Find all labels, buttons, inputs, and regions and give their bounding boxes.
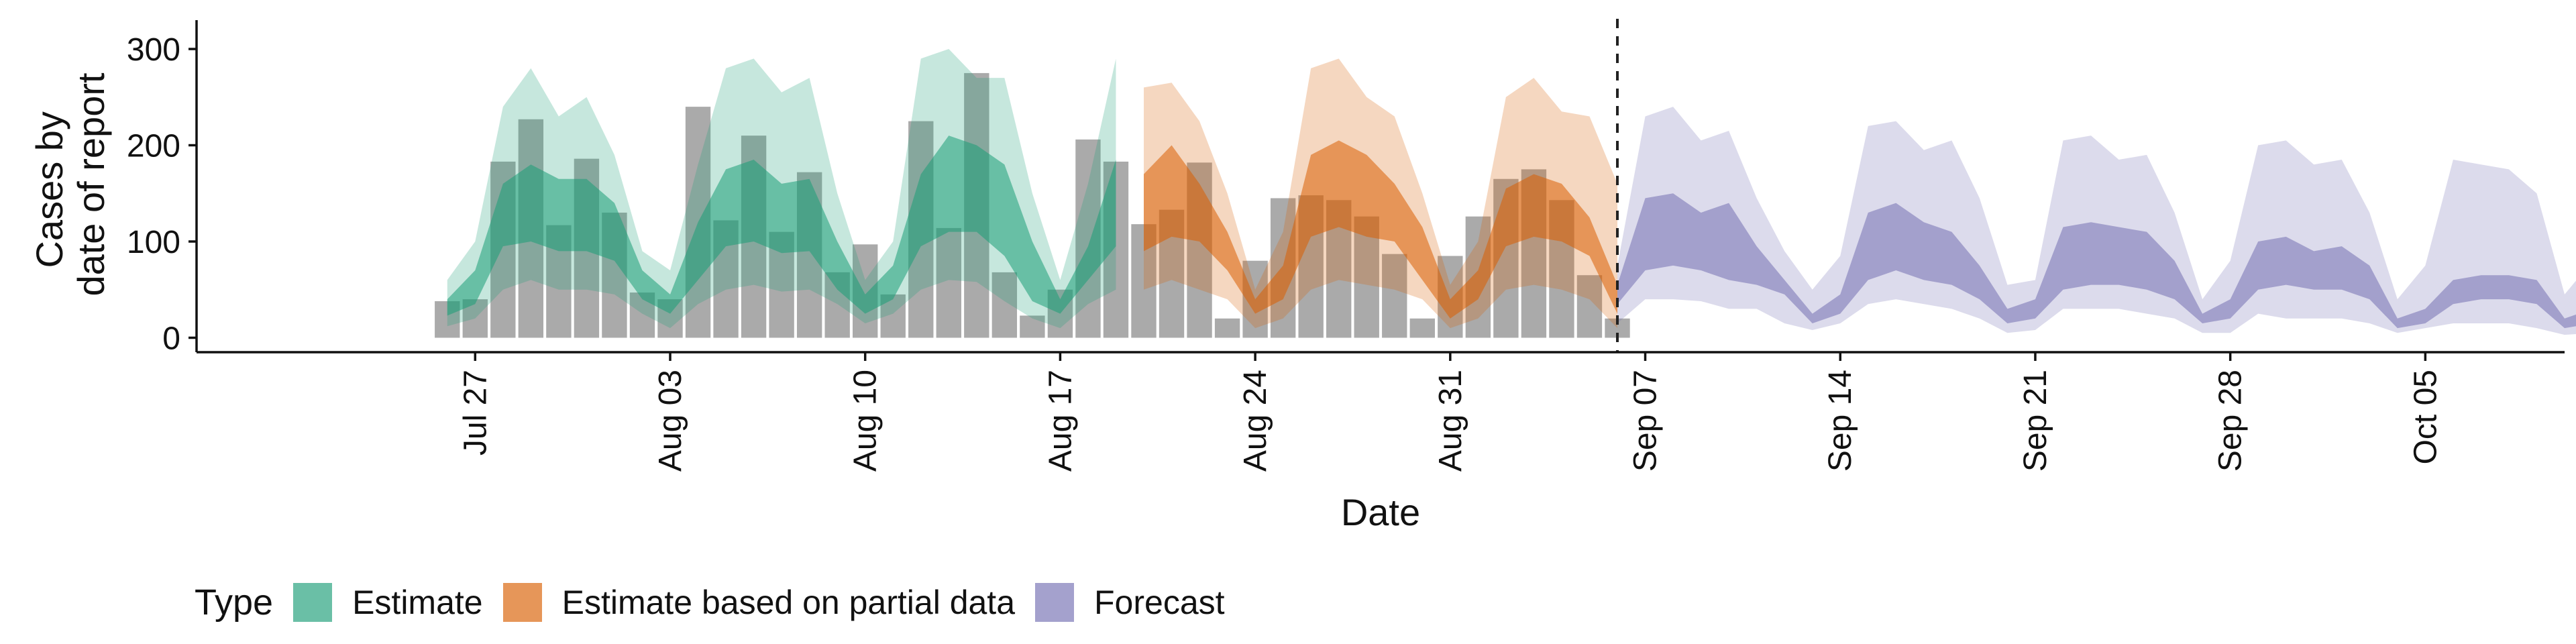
bar	[1382, 254, 1407, 338]
y-axis-title: Cases by date of report	[28, 72, 112, 297]
ribbon-50-1	[1144, 140, 1617, 319]
legend-key-estimate	[293, 583, 333, 622]
x-tick-label: Aug 31	[1433, 370, 1468, 472]
x-tick-label: Oct 05	[2408, 370, 2443, 464]
ribbon-50-0	[447, 136, 1116, 316]
y-tick-label: 300	[127, 32, 180, 68]
x-tick-label: Sep 14	[1823, 370, 1858, 472]
y-axis-ticks: 0 100 200 300	[127, 32, 197, 356]
x-tick-label: Sep 07	[1628, 370, 1664, 472]
ribbons-layer	[447, 49, 2576, 335]
bar	[1409, 318, 1435, 338]
x-tick-label: Aug 03	[653, 370, 688, 472]
ribbon-50-2	[1617, 193, 2576, 329]
x-tick-label: Aug 17	[1042, 370, 1078, 472]
x-tick-label: Jul 27	[458, 370, 493, 455]
legend-label-partial: Estimate based on partial data	[561, 584, 1016, 621]
x-axis-ticks: Jul 27 Aug 03 Aug 10 Aug 17 Aug 24 Aug 31 Sep …	[458, 352, 2443, 472]
bar	[1020, 315, 1045, 338]
y-tick-label: 0	[162, 321, 180, 356]
x-tick-label: Sep 28	[2213, 370, 2249, 472]
y-axis-title-line-1: Cases by	[28, 111, 70, 268]
y-tick-label: 200	[127, 129, 180, 164]
legend-item-partial: Estimate based on partial data	[502, 583, 1016, 622]
x-tick-label: Aug 10	[848, 370, 883, 472]
bar	[936, 227, 961, 338]
x-tick-label: Sep 21	[2018, 370, 2053, 472]
legend-label-forecast: Forecast	[1094, 584, 1225, 621]
ribbon-90-2	[1617, 107, 2576, 335]
x-tick-label: Aug 24	[1238, 370, 1273, 472]
bar	[1214, 318, 1240, 338]
x-axis-title: Date	[1341, 491, 1420, 533]
y-tick-label: 100	[127, 225, 180, 260]
legend-key-partial	[502, 583, 542, 622]
legend-item-forecast: Forecast	[1035, 583, 1225, 622]
bar	[1576, 275, 1603, 338]
bar	[991, 272, 1018, 338]
legend: Type Estimate Estimate based on partial …	[195, 578, 1245, 627]
legend-title: Type	[195, 582, 274, 623]
y-axis-title-line-2: date of report	[70, 72, 112, 297]
legend-key-forecast	[1035, 583, 1075, 622]
legend-label-estimate: Estimate	[352, 584, 483, 621]
legend-item-estimate: Estimate	[293, 583, 483, 622]
